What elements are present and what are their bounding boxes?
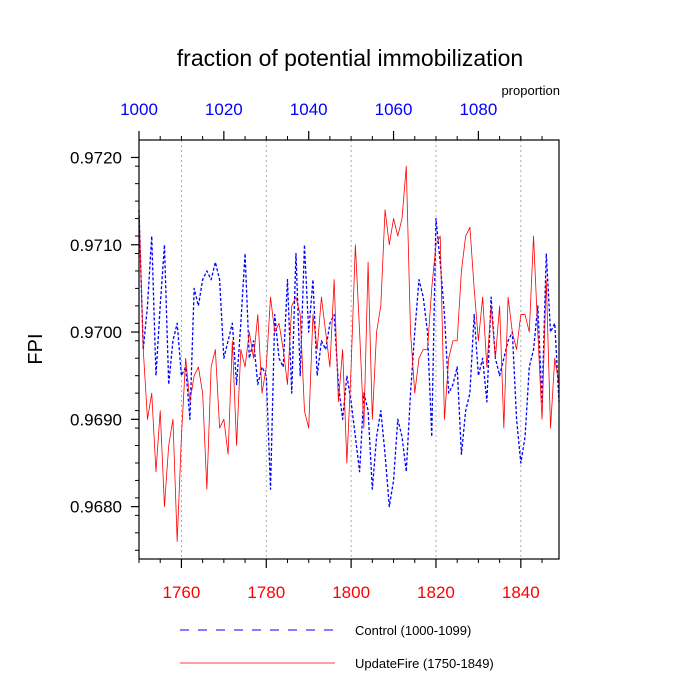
- y-tick-label: 0.9720: [70, 148, 122, 167]
- legend-updatefire-label: UpdateFire (1750-1849): [355, 656, 494, 671]
- x-bottom-tick-label: 1800: [332, 583, 370, 602]
- updatefire-series-line: [138, 165, 560, 542]
- bottom-x-axis: 1760 1780 1800 1820 1840: [138, 559, 543, 602]
- x-top-tick-label: 1000: [120, 100, 158, 119]
- x-top-tick-label: 1020: [205, 100, 243, 119]
- top-x-axis: 1000 1020 1040 1060 1080: [120, 100, 543, 140]
- chart-title: fraction of potential immobilization: [177, 45, 523, 71]
- x-bottom-tick-label: 1820: [417, 583, 455, 602]
- y-axis: 0.9680 0.9690 0.9700 0.9710 0.9720: [70, 148, 139, 551]
- y-tick-label: 0.9700: [70, 323, 122, 342]
- x-bottom-tick-label: 1780: [247, 583, 285, 602]
- x-top-tick-label: 1080: [459, 100, 497, 119]
- y-axis-label: FPI: [25, 333, 47, 364]
- series-lines: [138, 165, 560, 542]
- plot-frame: [138, 139, 560, 560]
- y-tick-label: 0.9690: [70, 410, 122, 429]
- x-bottom-tick-label: 1760: [163, 583, 201, 602]
- x-bottom-tick-label: 1840: [502, 583, 540, 602]
- x-top-tick-label: 1040: [290, 100, 328, 119]
- legend-control-label: Control (1000-1099): [355, 623, 471, 638]
- x-top-tick-label: 1060: [375, 100, 413, 119]
- legend: Control (1000-1099) UpdateFire (1750-184…: [180, 623, 494, 671]
- top-axis-unit: proportion: [501, 83, 560, 98]
- y-tick-label: 0.9710: [70, 236, 122, 255]
- y-tick-label: 0.9680: [70, 498, 122, 517]
- control-series-line: [138, 209, 560, 508]
